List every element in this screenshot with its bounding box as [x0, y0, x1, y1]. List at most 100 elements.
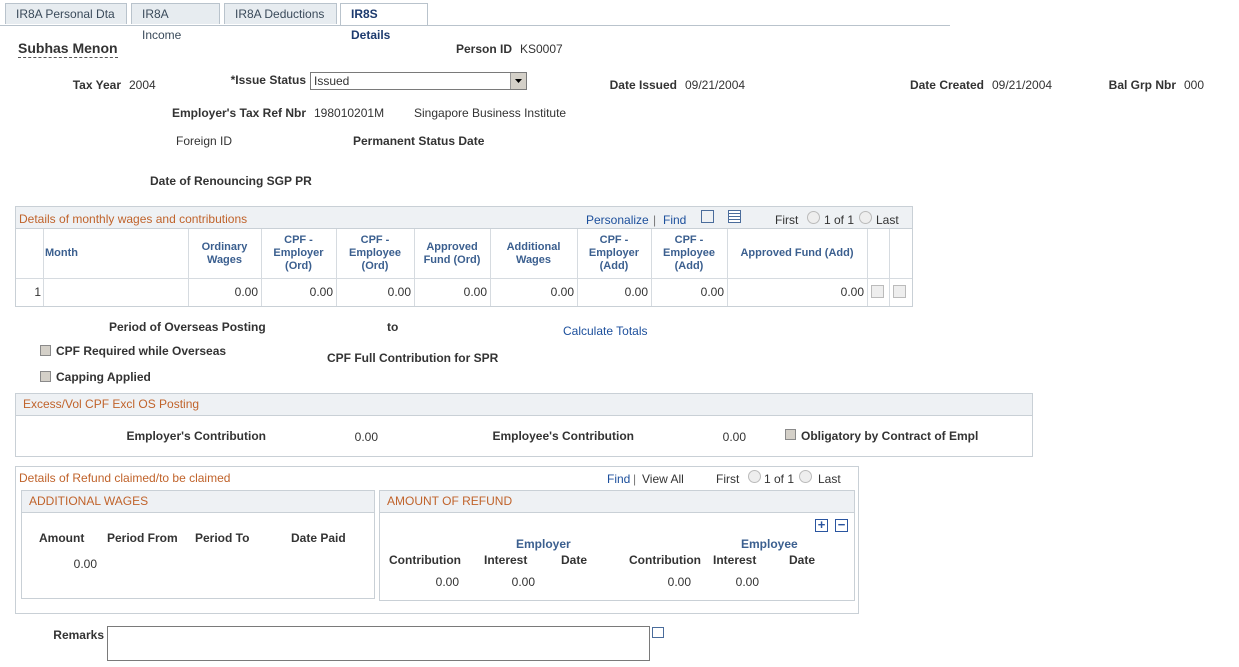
grid-header-bar	[16, 207, 912, 229]
label: Person ID	[455, 42, 512, 56]
find-link[interactable]: Find	[607, 472, 631, 486]
label: Bal Grp Nbr	[1108, 78, 1176, 92]
cell-value: 0.00	[387, 285, 411, 299]
column-header: CPF - Employer (Add)	[588, 234, 640, 272]
column-divider	[651, 229, 652, 306]
amount-of-refund-box: AMOUNT OF REFUND + −	[379, 490, 855, 601]
column-header: Period To	[195, 531, 250, 545]
column-divider	[261, 229, 262, 306]
expand-icon[interactable]	[652, 627, 664, 638]
label: Remarks	[53, 628, 104, 642]
group-header: Employer	[516, 537, 571, 551]
monthly-grid: Details of monthly wages and contributio…	[15, 206, 913, 307]
column-divider	[867, 229, 868, 306]
column-divider	[577, 229, 578, 306]
label: Employer's Tax Ref Nbr	[171, 106, 306, 120]
label: Employee's Contribution	[492, 429, 634, 443]
column-divider	[414, 229, 415, 306]
label: *Issue Status	[230, 73, 306, 87]
issue-status-select[interactable]: Issued	[310, 72, 527, 90]
checkbox[interactable]	[40, 371, 51, 382]
row-count: 1 of 1	[824, 213, 855, 227]
select-value: Issued	[314, 74, 350, 88]
value: 0.00	[722, 430, 746, 444]
download-icon[interactable]	[728, 210, 741, 223]
find-link[interactable]: Find	[663, 213, 687, 227]
checkbox[interactable]	[40, 345, 51, 356]
label: to	[387, 320, 399, 334]
value: 0.00	[735, 575, 759, 589]
calculate-totals-link[interactable]: Calculate Totals	[563, 324, 648, 338]
first-label: First	[775, 213, 799, 227]
column-divider	[43, 229, 44, 306]
excess-section: Excess/Vol CPF Excl OS Posting	[15, 393, 1033, 457]
personalize-link[interactable]: Personalize	[586, 213, 649, 227]
next-button[interactable]	[859, 211, 872, 224]
last-label: Last	[818, 472, 841, 486]
add-row-button[interactable]	[871, 285, 884, 298]
grid-title: Details of monthly wages and contributio…	[19, 212, 248, 226]
section-header-bar	[16, 394, 1032, 416]
column-header: Additional Wages	[506, 240, 561, 266]
value: Singapore Business Institute	[414, 106, 567, 120]
column-header: Date Paid	[291, 531, 346, 545]
additional-wages-box: ADDITIONAL WAGES	[21, 490, 375, 599]
delete-button[interactable]: −	[835, 518, 848, 532]
delete-row-button[interactable]	[893, 285, 906, 298]
separator: |	[653, 213, 657, 227]
column-header: Interest	[484, 553, 528, 567]
checkbox-label: CPF Required while Overseas	[56, 344, 227, 358]
label: Date of Renouncing SGP PR	[150, 174, 312, 188]
column-header: Date	[789, 553, 816, 567]
first-label: First	[716, 472, 740, 486]
cell-value: 0.00	[309, 285, 333, 299]
cell-value: 0.00	[624, 285, 648, 299]
column-divider	[188, 229, 189, 306]
column-divider	[336, 229, 337, 306]
view-all-link[interactable]: View All	[642, 472, 684, 486]
add-button[interactable]: +	[815, 518, 828, 532]
arrow	[515, 79, 522, 83]
label: CPF Full Contribution for SPR	[327, 351, 499, 365]
column-header: Amount	[39, 531, 85, 545]
next-button[interactable]	[799, 470, 812, 483]
column-header: CPF - Employer (Ord)	[273, 234, 324, 272]
value: 0.00	[354, 430, 378, 444]
value: 0.00	[511, 575, 535, 589]
value: 2004	[129, 78, 156, 92]
employee-name: Subhas Menon	[18, 40, 118, 58]
value: 198010201M	[314, 106, 385, 120]
value: 0.00	[435, 575, 459, 589]
tab[interactable]: IR8A Income	[131, 3, 220, 42]
dropdown-button[interactable]	[510, 73, 526, 89]
box-header-bar	[380, 491, 854, 513]
tab[interactable]: IR8S Details	[340, 3, 428, 42]
label: Permanent Status Date	[353, 134, 485, 148]
last-label: Last	[876, 213, 899, 227]
box-title: ADDITIONAL WAGES	[29, 494, 149, 508]
column-header: CPF - Employee (Add)	[663, 234, 715, 272]
cell-value: 0.00	[550, 285, 574, 299]
box-title: AMOUNT OF REFUND	[387, 494, 513, 508]
remarks-textarea[interactable]	[107, 626, 650, 661]
view-icon[interactable]	[701, 210, 714, 223]
cell-value: 0.00	[840, 285, 864, 299]
tab[interactable]: IR8A Personal Dta	[5, 3, 127, 24]
tab[interactable]: IR8A Deductions	[224, 3, 337, 24]
prev-button[interactable]	[748, 470, 761, 483]
column-header: Date	[561, 553, 588, 567]
header-divider	[16, 278, 912, 279]
cell-value: 0.00	[463, 285, 487, 299]
prev-button[interactable]	[807, 211, 820, 224]
label: Employer's Contribution	[126, 429, 266, 443]
cell-value: 0.00	[700, 285, 724, 299]
section-title: Details of Refund claimed/to be claimed	[19, 471, 231, 485]
column-header: Approved Fund (Ord)	[423, 240, 481, 266]
column-header: Period From	[107, 531, 178, 545]
value: 09/21/2004	[685, 78, 746, 92]
label: Foreign ID	[176, 134, 233, 148]
checkbox[interactable]	[785, 429, 796, 440]
label: Date Created	[909, 78, 984, 92]
value: 0.00	[73, 557, 97, 571]
